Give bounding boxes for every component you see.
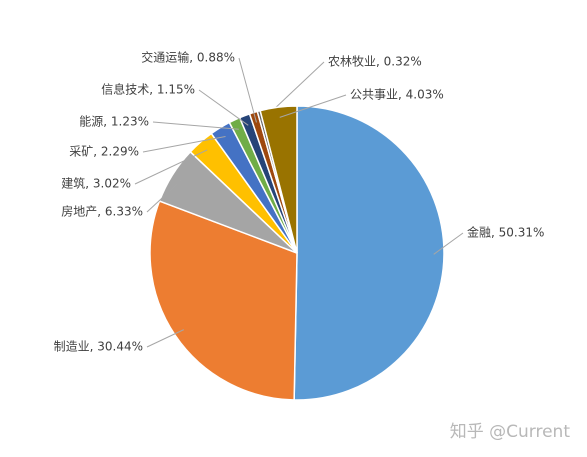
data-label: 金融, 50.31% xyxy=(467,225,544,240)
leader-line xyxy=(238,57,257,123)
pie-slice xyxy=(293,105,445,401)
data-label: 农林牧业, 0.32% xyxy=(328,55,422,69)
data-label: 能源, 1.23% xyxy=(79,115,149,129)
watermark: 知乎 @Current xyxy=(450,422,571,442)
data-label: 建筑, 3.02% xyxy=(61,176,131,191)
pie-slice xyxy=(149,200,298,401)
leader-line xyxy=(146,329,184,348)
leader-line xyxy=(134,149,208,185)
data-label: 制造业, 30.44% xyxy=(54,340,143,354)
leader-line xyxy=(198,89,249,126)
pie-slice xyxy=(259,105,298,254)
leader-line xyxy=(433,232,464,255)
data-label: 房地产, 6.33% xyxy=(61,204,143,219)
leader-line xyxy=(152,121,239,130)
data-label: 公共事业, 4.03% xyxy=(350,88,444,102)
data-label: 采矿, 2.29% xyxy=(69,145,139,159)
data-label: 交通运输, 0.88% xyxy=(141,50,235,65)
leader-line xyxy=(146,179,182,213)
leader-line xyxy=(142,135,226,153)
data-label: 信息技术, 1.15% xyxy=(101,82,195,97)
leader-line xyxy=(279,94,347,118)
